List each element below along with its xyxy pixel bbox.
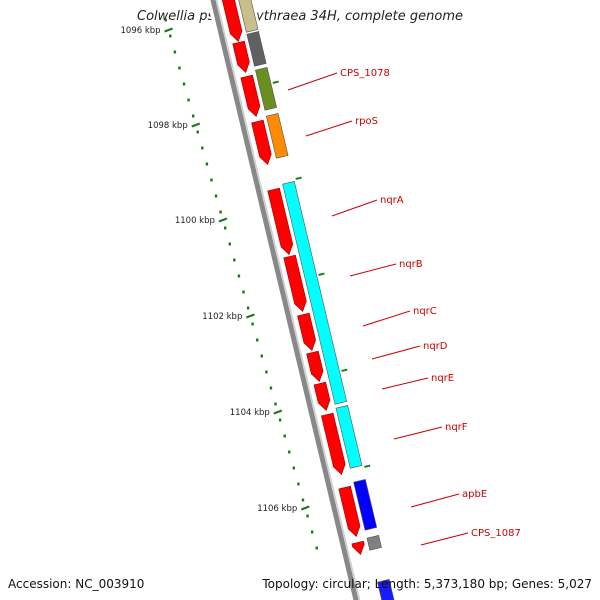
leader-line [393, 426, 443, 440]
cds-arrow [221, 0, 243, 43]
ruler-dot [278, 418, 282, 422]
topology-text: Topology: circular; Length: 5,373,180 bp… [262, 577, 592, 591]
gene-label-apbE: apbE [462, 489, 487, 500]
ruler-dot [310, 530, 314, 534]
leader-line [349, 263, 397, 277]
ruler-dot [242, 290, 245, 294]
ruler-major-tick [191, 122, 201, 128]
ruler-major-tick [300, 505, 310, 511]
leader-line [420, 532, 469, 546]
ruler-label: 1102 kbp [202, 312, 242, 322]
ruler-major-tick [164, 27, 173, 33]
gene-bar-CPS_1078 [255, 67, 277, 111]
gene-bar-partial [238, 0, 259, 33]
gene-label-nqrB: nqrB [399, 259, 423, 270]
gene-label-nqrA: nqrA [380, 195, 404, 206]
ruler-dot [224, 226, 227, 230]
leader-line [371, 345, 421, 360]
right-tick [364, 464, 371, 468]
ruler-dot [292, 466, 296, 470]
ruler-dot [265, 370, 268, 374]
gene-bar-partial [246, 31, 267, 67]
leader-line [381, 377, 429, 390]
ruler-label: 1098 kbp [148, 121, 188, 131]
leader-line [331, 199, 378, 217]
ruler-label: 1096 kbp [121, 26, 161, 36]
gene-bar-apbE [353, 479, 378, 531]
cds-arrow [267, 187, 294, 256]
ruler-dot [297, 482, 300, 486]
ruler-dot [274, 402, 277, 406]
cds-arrow [313, 381, 331, 412]
ruler-dot [306, 514, 309, 518]
ruler-dot [164, 18, 167, 22]
leader-line [305, 120, 353, 137]
right-tick [272, 80, 279, 84]
gene-bar-nqrA [282, 181, 348, 405]
cds-arrow [251, 119, 272, 166]
ruler-dot [288, 450, 291, 454]
ruler-dot [196, 130, 199, 134]
gene-label-CPS_1078: CPS_1078 [340, 68, 390, 79]
ruler-dot [237, 274, 241, 278]
ruler-dot [201, 146, 204, 150]
ruler-label: 1100 kbp [175, 216, 215, 226]
cds-arrow [306, 350, 324, 383]
ruler-major-tick [273, 409, 283, 415]
ruler-dot [269, 386, 273, 390]
gene-bar-partial [377, 579, 395, 600]
cds-arrow [351, 540, 365, 556]
ruler-dot [191, 114, 195, 118]
gene-label-nqrD: nqrD [423, 341, 448, 352]
ruler-dot [178, 66, 181, 70]
genome-backbone [210, 0, 359, 600]
ruler-dot [233, 258, 236, 262]
ruler-dot [283, 434, 286, 438]
gene-label-rpoS: rpoS [355, 116, 378, 127]
leader-line [287, 72, 338, 91]
ruler-dot [260, 354, 264, 358]
ruler-dot [169, 34, 172, 38]
gene-label-nqrC: nqrC [413, 306, 437, 317]
ruler-dot [219, 210, 222, 214]
gene-bar-nqrF [335, 405, 363, 469]
ruler-major-tick [218, 217, 228, 223]
right-tick [318, 272, 325, 276]
ruler-dot [210, 178, 213, 182]
backbone-highlight [215, 0, 361, 600]
cds-arrow [283, 254, 307, 313]
gene-label-nqrE: nqrE [431, 373, 454, 384]
accession-text: Accession: NC_003910 [8, 577, 145, 591]
cds-arrow [321, 412, 346, 476]
ruler-dot [187, 98, 190, 102]
ruler-dot [301, 498, 305, 502]
ruler-label: 1104 kbp [230, 408, 270, 418]
ruler-dot [214, 194, 218, 198]
ruler-dot [251, 322, 254, 326]
ruler-dot [256, 338, 259, 342]
cds-arrow [240, 74, 261, 118]
gene-label-nqrF: nqrF [445, 422, 468, 433]
leader-line [362, 310, 411, 327]
gene-bar-rpoS [266, 113, 289, 159]
cds-arrow [338, 485, 361, 538]
ruler-dot [173, 50, 177, 54]
ruler-dot [228, 242, 231, 246]
ruler-label: 1106 kbp [257, 504, 297, 514]
ruler-dot [315, 546, 318, 550]
ruler-major-tick [245, 313, 255, 319]
right-tick [341, 368, 348, 372]
ruler-dot [246, 306, 250, 310]
gene-label-CPS_1087: CPS_1087 [471, 528, 521, 539]
leader-line [410, 493, 460, 508]
gene-bar-CPS_1087 [366, 535, 382, 551]
ruler-dot [182, 82, 186, 86]
cds-arrow [232, 40, 250, 74]
ruler-dot [205, 162, 209, 166]
right-tick [295, 176, 302, 180]
cds-arrow [297, 312, 316, 352]
